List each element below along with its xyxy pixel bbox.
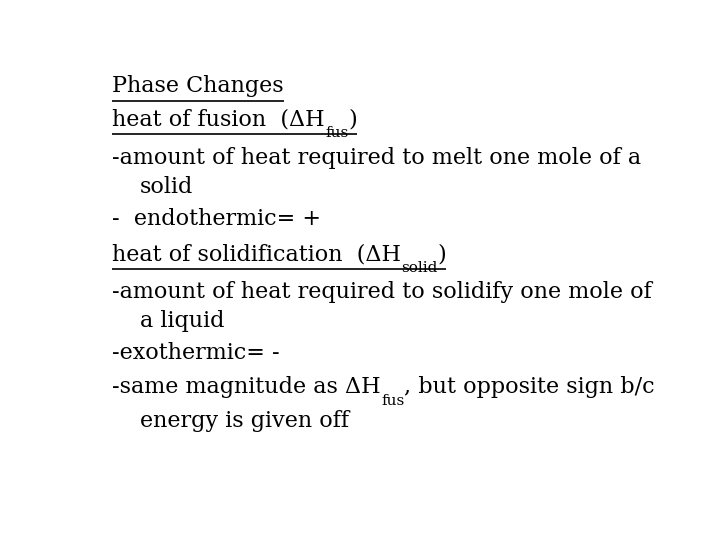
Text: ): ) — [348, 108, 357, 130]
Text: solid: solid — [140, 176, 194, 198]
Text: Phase Changes: Phase Changes — [112, 75, 284, 97]
Text: -amount of heat required to solidify one mole of: -amount of heat required to solidify one… — [112, 281, 652, 302]
Text: energy is given off: energy is given off — [140, 409, 349, 431]
Text: ): ) — [438, 243, 446, 265]
Text: -same magnitude as ΔH: -same magnitude as ΔH — [112, 376, 381, 399]
Text: -amount of heat required to melt one mole of a: -amount of heat required to melt one mol… — [112, 147, 642, 169]
Text: , but opposite sign b/c: , but opposite sign b/c — [404, 376, 654, 399]
Text: fus: fus — [325, 126, 348, 140]
Text: a liquid: a liquid — [140, 310, 225, 332]
Text: heat of fusion  (ΔH: heat of fusion (ΔH — [112, 108, 325, 130]
Text: -  endothermic= +: - endothermic= + — [112, 208, 321, 230]
Text: -exothermic= -: -exothermic= - — [112, 342, 280, 364]
Text: heat of solidification  (ΔH: heat of solidification (ΔH — [112, 243, 401, 265]
Text: solid: solid — [401, 261, 438, 275]
Text: fus: fus — [381, 394, 404, 408]
